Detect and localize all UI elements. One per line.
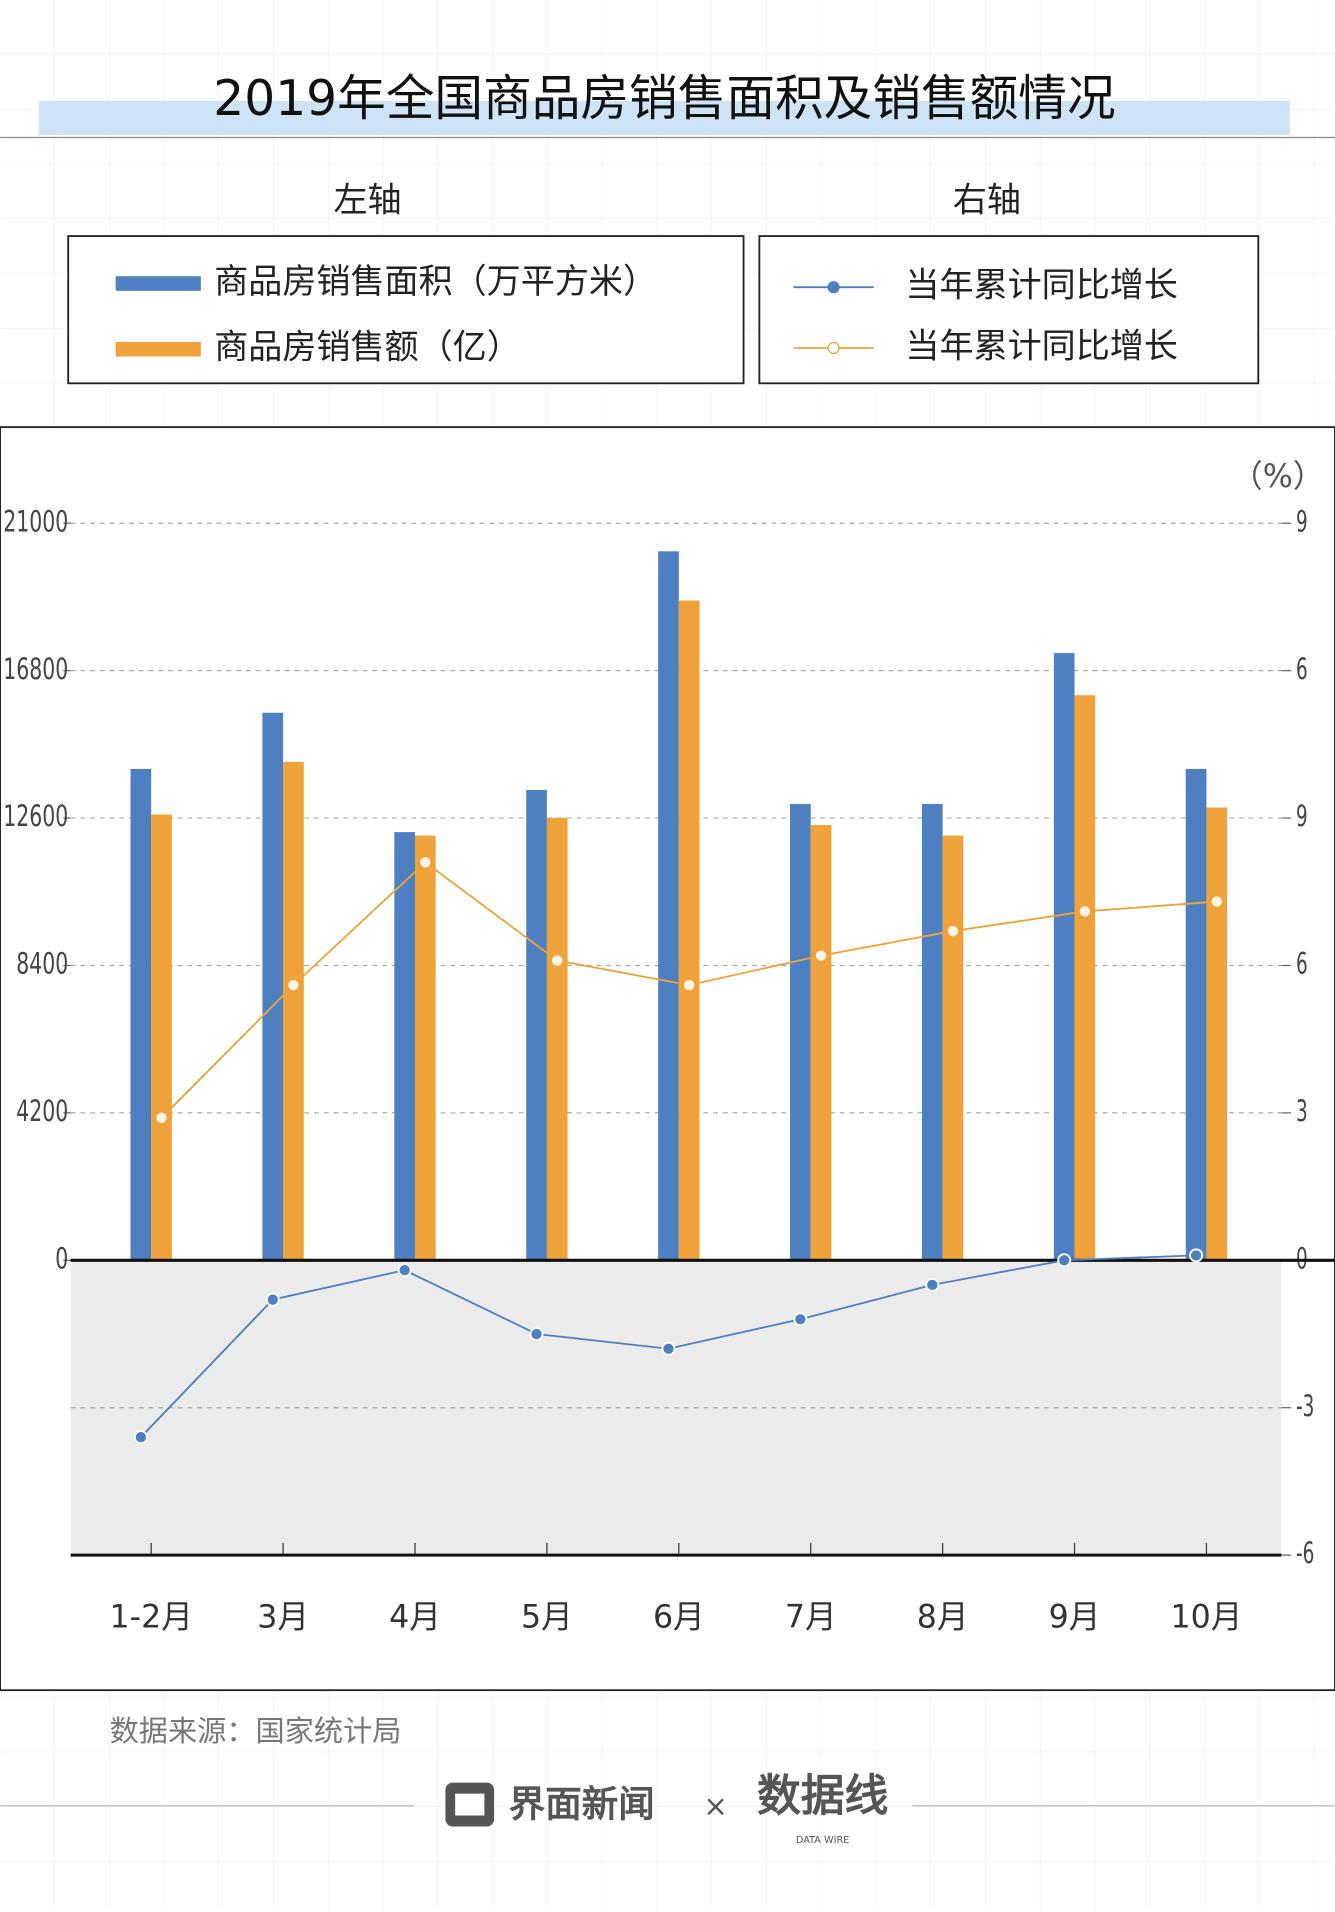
bar — [262, 712, 284, 1261]
line-point — [1189, 1248, 1204, 1263]
legend-swatch — [115, 341, 201, 357]
y2-tick-label: 9 — [1296, 505, 1308, 539]
legend-right-title: 右轴 — [953, 180, 1021, 220]
chart-title: 2019年全国商品房销售面积及销售额情况 — [213, 71, 1115, 127]
legend-marker — [827, 281, 840, 294]
line-point — [925, 1277, 940, 1292]
line-point — [682, 978, 697, 993]
legend-marker — [827, 341, 840, 355]
bar — [394, 832, 416, 1261]
line-point — [1057, 1253, 1072, 1268]
bar — [415, 835, 436, 1261]
bar — [526, 789, 547, 1261]
x-tick-label: 10月 — [1170, 1599, 1242, 1635]
x-tick-label: 3月 — [257, 1599, 309, 1635]
y-tick-label: 16800 — [3, 652, 68, 686]
y2-tick-label: 9 — [1296, 800, 1308, 834]
footer-brand: 界面新闻 — [509, 1782, 655, 1825]
legend-label: 商品房销售额（亿） — [214, 328, 521, 368]
line-point — [133, 1430, 148, 1445]
line-point — [286, 978, 301, 993]
line-point — [814, 948, 829, 963]
line-point — [661, 1341, 676, 1356]
legend-label: 当年累计同比增长 — [905, 266, 1178, 306]
legend-left-box — [67, 235, 745, 385]
line-point — [1209, 894, 1224, 909]
y2-tick-label: 0 — [1296, 1242, 1308, 1276]
y2-tick-label: 6 — [1296, 947, 1308, 981]
line-point — [793, 1312, 808, 1327]
y2-tick-label: 3 — [1296, 1094, 1308, 1128]
x-tick-label: 6月 — [653, 1599, 705, 1635]
legend-left-title: 左轴 — [333, 180, 401, 220]
line-point — [154, 1110, 169, 1125]
y2-tick-label: 6 — [1296, 652, 1308, 686]
title-highlight — [39, 100, 1290, 136]
line-point — [945, 924, 960, 939]
legend-swatch — [115, 276, 201, 291]
footer-partner: 数据线 — [757, 1770, 888, 1821]
bar — [1053, 653, 1075, 1261]
y-tick-label: 12600 — [3, 800, 68, 834]
y2-unit: （%） — [1231, 459, 1324, 495]
bar — [1074, 695, 1096, 1261]
legend-label: 当年累计同比增长 — [905, 327, 1178, 367]
footer-partner-sub: DATA WIRE — [796, 1835, 849, 1846]
y2-tick-label: -6 — [1296, 1537, 1314, 1571]
bar — [790, 804, 811, 1261]
footer-separator: × — [703, 1789, 727, 1823]
bar — [151, 814, 172, 1261]
bar — [1206, 807, 1228, 1261]
brand-icon — [455, 1793, 485, 1816]
y-tick-label: 0 — [55, 1242, 68, 1276]
y2-tick-label: -3 — [1296, 1389, 1314, 1423]
x-tick-label: 4月 — [389, 1599, 441, 1635]
bar — [546, 818, 568, 1261]
x-tick-label: 1-2月 — [110, 1599, 193, 1635]
x-tick-label: 8月 — [917, 1599, 969, 1635]
line-point — [1077, 904, 1092, 919]
x-tick-label: 9月 — [1049, 1599, 1101, 1635]
line-point — [397, 1263, 412, 1278]
bar — [658, 551, 679, 1261]
x-tick-label: 5月 — [521, 1599, 573, 1635]
line-point — [550, 953, 565, 968]
legend-right-box — [758, 235, 1260, 385]
line-point — [529, 1327, 544, 1341]
bar — [1185, 768, 1207, 1261]
bar — [130, 768, 152, 1261]
bar — [921, 804, 943, 1261]
source: 数据来源：国家统计局 — [110, 1714, 402, 1748]
line-point — [265, 1292, 280, 1307]
bar — [810, 825, 832, 1261]
bar — [283, 761, 304, 1261]
y-tick-label: 4200 — [16, 1094, 68, 1128]
y-tick-label: 21000 — [3, 505, 68, 539]
line-point — [418, 855, 433, 870]
y-tick-label: 8400 — [16, 947, 68, 981]
x-tick-label: 7月 — [785, 1599, 837, 1635]
bar — [678, 600, 700, 1261]
legend-label: 商品房销售面积（万平方米） — [214, 262, 657, 302]
bar — [942, 835, 964, 1261]
